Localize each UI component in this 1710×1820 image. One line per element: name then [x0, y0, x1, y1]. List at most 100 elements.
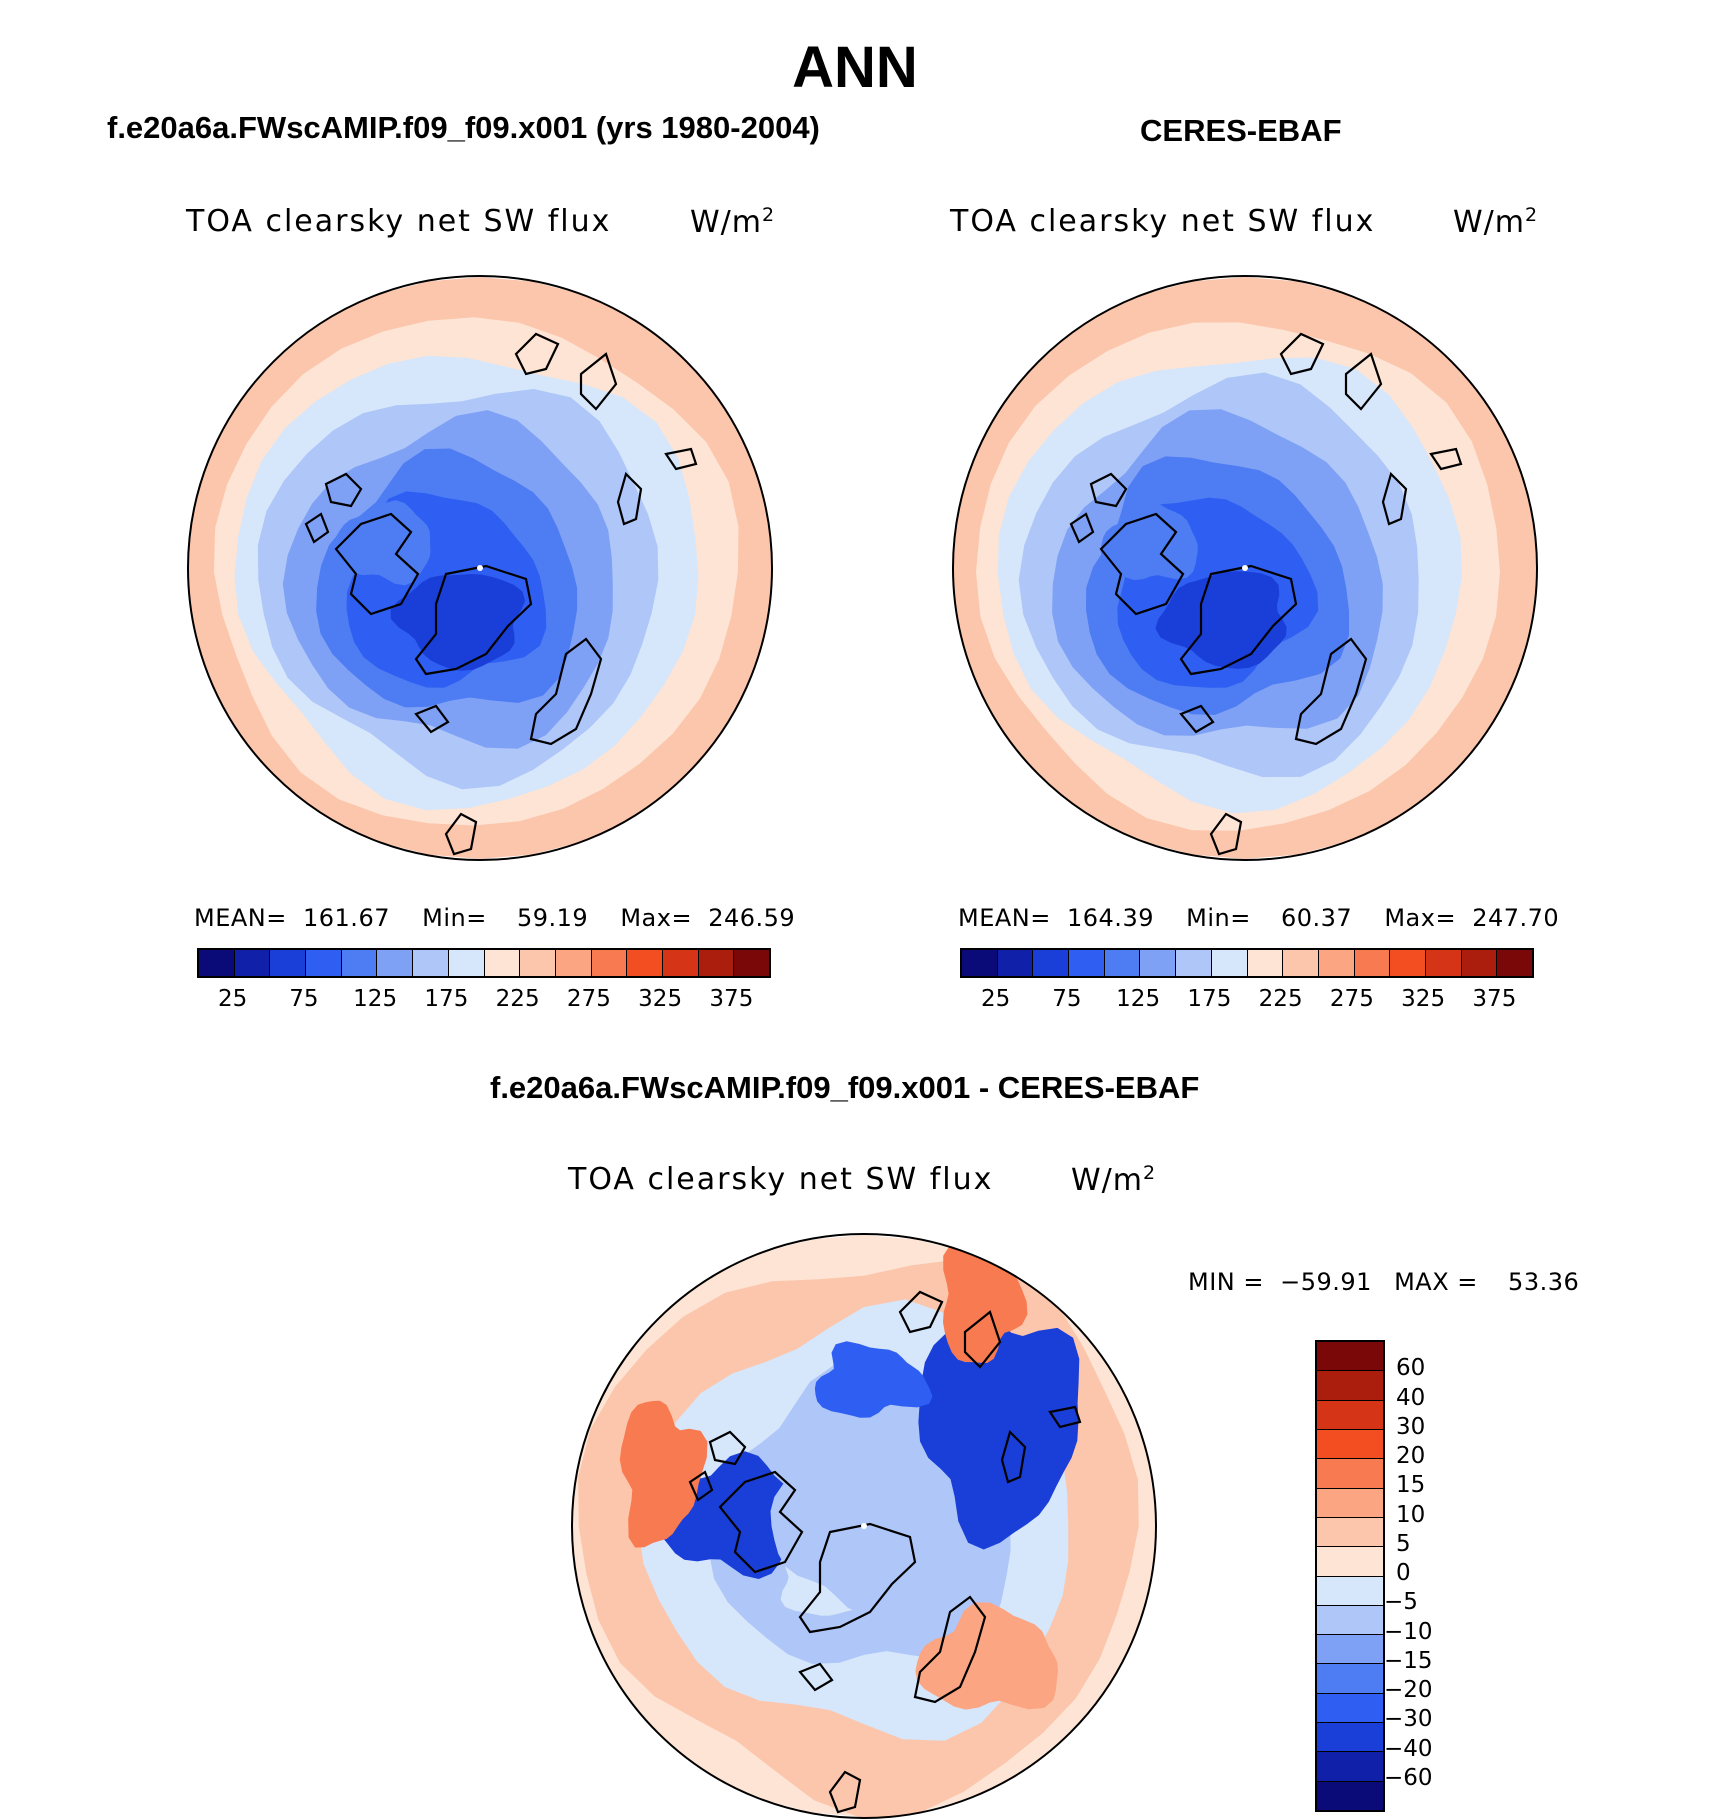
colorbar-swatch — [484, 950, 521, 976]
contour-level — [1100, 500, 1198, 581]
model-mean-value: 161.67 — [303, 904, 390, 932]
colorbar-swatch — [627, 950, 663, 976]
colorbar-tick-label: 5 — [1396, 1530, 1411, 1557]
model-min-label: Min= — [422, 904, 487, 932]
colorbar-swatch — [1317, 1488, 1383, 1518]
colorbar-swatch — [1104, 950, 1141, 976]
colorbar-swatch — [698, 950, 735, 976]
coastline — [414, 564, 533, 676]
colorbar-swatch — [1461, 950, 1498, 976]
model-stats: MEAN= 161.67 Min= 59.19 Max= 246.59 — [194, 904, 795, 932]
colorbar-swatch — [1317, 1635, 1383, 1665]
colorbar-tick-label: 375 — [1472, 986, 1517, 1012]
colorbar-tick-label: 25 — [980, 986, 1011, 1012]
coastline — [414, 704, 450, 734]
model-panel-title: f.e20a6a.FWscAMIP.f09_f09.x001 (yrs 1980… — [107, 110, 820, 145]
contour-level — [918, 1315, 1080, 1550]
colorbar-swatch — [306, 950, 342, 976]
colorbar-swatch — [1317, 1371, 1383, 1401]
diff-max-label: MAX = — [1394, 1268, 1478, 1296]
coastline — [1000, 1429, 1027, 1484]
coastline — [1294, 637, 1368, 746]
colorbar-tick-label: 225 — [1258, 986, 1303, 1012]
obs-mean-value: 164.39 — [1067, 904, 1154, 932]
diff-max-value: 53.36 — [1508, 1268, 1580, 1296]
model-variable-label: TOA clearsky net SW flux — [186, 204, 612, 239]
colorbar-swatch — [1033, 950, 1070, 976]
colorbar-tick-label: 30 — [1396, 1413, 1426, 1440]
obs-min-label: Min= — [1186, 904, 1251, 932]
contour-level — [814, 1341, 933, 1418]
coastline — [444, 812, 478, 856]
colorbar-tick-label: 10 — [1396, 1501, 1426, 1528]
colorbar-tick-label: 225 — [495, 986, 540, 1012]
coastline — [708, 1430, 747, 1466]
coastline — [304, 512, 330, 544]
model-mean-label: MEAN= — [194, 904, 287, 932]
coastline — [1179, 564, 1298, 676]
colorbar-swatch — [1069, 950, 1105, 976]
coastline — [1069, 512, 1095, 544]
model-max-label: Max= — [620, 904, 693, 932]
colorbar-swatch — [199, 950, 235, 976]
obs-mean-label: MEAN= — [958, 904, 1051, 932]
map-boundary — [952, 275, 1538, 861]
diff-units-label: W/m2 — [1071, 1162, 1157, 1198]
colorbar-tick-label: 15 — [1396, 1472, 1426, 1499]
colorbar-swatch — [1317, 1752, 1383, 1782]
colorbar-swatch — [377, 950, 414, 976]
colorbar-tick-label: −30 — [1384, 1706, 1433, 1733]
colorbar-swatch — [591, 950, 628, 976]
colorbar-swatch — [1317, 1693, 1383, 1724]
colorbar-tick-label: −15 — [1384, 1647, 1433, 1674]
obs-variable-label: TOA clearsky net SW flux — [950, 204, 1376, 239]
diff-polar-map — [571, 1233, 1157, 1819]
contour-level — [770, 1445, 952, 1616]
coastline — [1089, 472, 1128, 508]
contour-level — [619, 1400, 708, 1548]
coastline — [718, 1470, 804, 1574]
coastline — [828, 1770, 862, 1814]
coastline — [688, 1470, 714, 1502]
colorbar-tick-label: 375 — [709, 986, 754, 1012]
colorbar-swatch — [1176, 950, 1212, 976]
model-polar-map — [187, 275, 773, 861]
obs-max-label: Max= — [1384, 904, 1457, 932]
colorbar-swatch — [997, 950, 1034, 976]
obs-stats: MEAN= 164.39 Min= 60.37 Max= 247.70 — [958, 904, 1559, 932]
colorbar-tick-label: 125 — [353, 986, 398, 1012]
coastline — [1279, 332, 1325, 376]
colorbar-tick-label: 275 — [566, 986, 611, 1012]
model-colorbar — [197, 948, 771, 978]
colorbar-swatch — [234, 950, 271, 976]
colorbar-swatch — [270, 950, 307, 976]
model-units-label: W/m2 — [690, 204, 776, 240]
obs-colorbar — [960, 948, 1534, 978]
pole-marker — [1242, 565, 1248, 571]
diff-stats: MIN = −59.91 MAX = 53.36 — [1188, 1268, 1579, 1296]
coastline — [616, 471, 643, 526]
colorbar-tick-label: −40 — [1384, 1735, 1433, 1762]
colorbar-tick-label: 75 — [1052, 986, 1082, 1012]
diff-colorbar-ticks: 60 40 30 20 15 10 5 0 −5 −10 −15 −20 −30 −40 −60 — [1384, 1340, 1470, 1812]
contour-level — [915, 1602, 1058, 1710]
coastline — [664, 447, 698, 471]
colorbar-swatch — [1317, 1342, 1383, 1372]
colorbar-tick-label: 325 — [1401, 986, 1446, 1012]
coastline — [798, 1662, 834, 1692]
coastline — [913, 1595, 987, 1704]
coastline — [579, 352, 618, 411]
colorbar-swatch — [734, 950, 769, 976]
colorbar-swatch — [1317, 1781, 1383, 1810]
colorbar-tick-label: 275 — [1329, 986, 1374, 1012]
obs-min-value: 60.37 — [1280, 904, 1353, 932]
diff-colorbar — [1315, 1340, 1385, 1812]
colorbar-swatch — [520, 950, 556, 976]
colorbar-tick-label: −60 — [1384, 1764, 1433, 1791]
colorbar-swatch — [1317, 1547, 1383, 1577]
coastline — [514, 332, 560, 376]
colorbar-swatch — [1318, 950, 1355, 976]
coastline — [1344, 352, 1383, 411]
colorbar-tick-label: 40 — [1396, 1384, 1426, 1411]
coastline — [334, 512, 420, 616]
